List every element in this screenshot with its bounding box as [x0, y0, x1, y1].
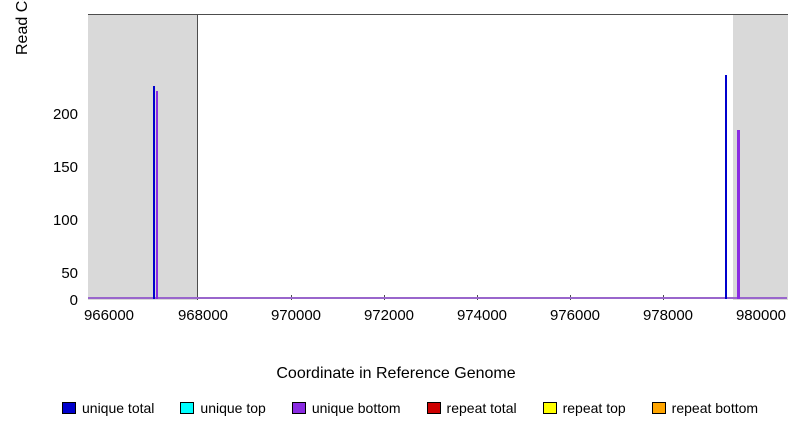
ytick-label-50: 50 [28, 265, 78, 282]
unique-bottom-peak-left[interactable] [156, 91, 158, 299]
xtick-label-976000: 976000 [550, 307, 600, 324]
chart-container: 200 150 100 50 0 966000 968000 970000 97… [0, 0, 792, 432]
unique-top-swatch [180, 402, 194, 414]
unique-bottom-swatch [292, 402, 306, 414]
ytick-label-150: 150 [28, 159, 78, 176]
unique-total-swatch [62, 402, 76, 414]
xtick-label-970000: 970000 [271, 307, 321, 324]
legend-item-unique-top[interactable]: unique top [180, 400, 265, 416]
legend-item-repeat-total[interactable]: repeat total [427, 400, 517, 416]
shaded-region-right [733, 15, 788, 300]
unique-total-peak-right[interactable] [725, 75, 727, 299]
x-axis-title: Coordinate in Reference Genome [276, 365, 515, 383]
plot-area [88, 14, 788, 299]
legend-item-repeat-top[interactable]: repeat top [543, 400, 626, 416]
baseline [88, 297, 787, 299]
repeat-bottom-label: repeat bottom [672, 400, 758, 416]
y-axis-title: Read Coverage Depth [14, 0, 32, 55]
repeat-top-label: repeat top [563, 400, 626, 416]
repeat-bottom-swatch [652, 402, 666, 414]
shaded-region-left [88, 15, 197, 300]
xtick-label-966000: 966000 [84, 307, 134, 324]
xtick-label-974000: 974000 [457, 307, 507, 324]
xtick-label-968000: 968000 [178, 307, 228, 324]
unique-bottom-label: unique bottom [312, 400, 401, 416]
xtick-label-978000: 978000 [643, 307, 693, 324]
chart-legend: unique total unique top unique bottom re… [62, 400, 758, 416]
ytick-label-100: 100 [28, 212, 78, 229]
repeat-top-swatch [543, 402, 557, 414]
x-gridline [197, 15, 198, 300]
xtick-label-980000: 980000 [736, 307, 786, 324]
ytick-label-200: 200 [28, 106, 78, 123]
xtick-label-972000: 972000 [364, 307, 414, 324]
repeat-total-swatch [427, 402, 441, 414]
ytick-label-0: 0 [28, 292, 78, 309]
unique-total-peak-left[interactable] [153, 86, 155, 299]
unique-total-label: unique total [82, 400, 154, 416]
repeat-total-label: repeat total [447, 400, 517, 416]
legend-item-unique-total[interactable]: unique total [62, 400, 154, 416]
legend-item-unique-bottom[interactable]: unique bottom [292, 400, 401, 416]
legend-item-repeat-bottom[interactable]: repeat bottom [652, 400, 758, 416]
unique-top-label: unique top [200, 400, 265, 416]
unique-bottom-peak-right[interactable] [737, 130, 740, 299]
